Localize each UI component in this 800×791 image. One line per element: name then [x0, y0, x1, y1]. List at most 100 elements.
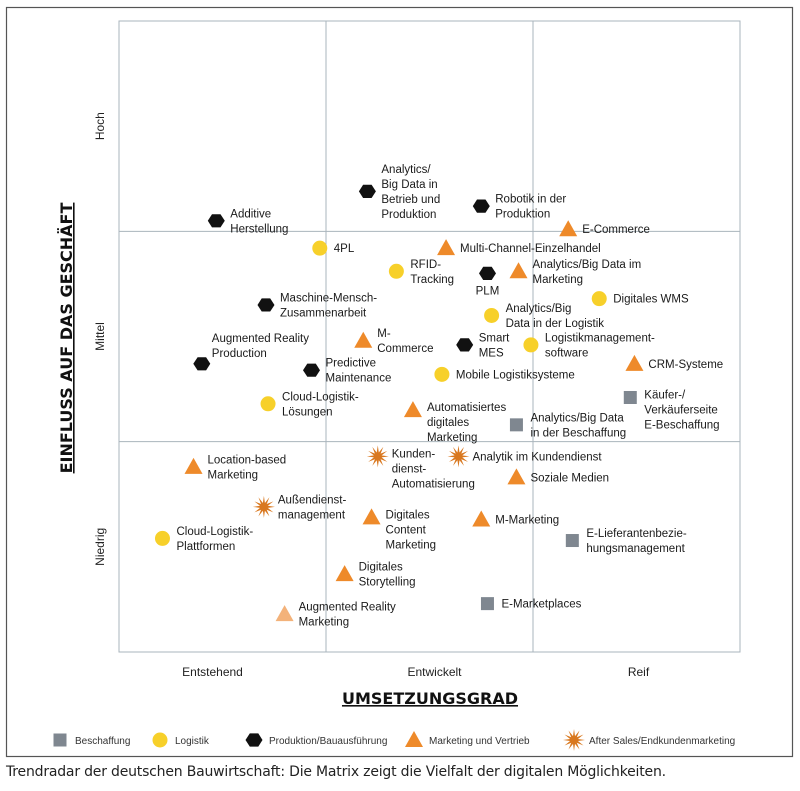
data-label: Mobile Logistiksysteme: [456, 369, 575, 381]
data-point-circle: [154, 530, 170, 546]
data-point-circle: [484, 307, 500, 323]
data-label-line: Mobile Logistiksysteme: [456, 369, 575, 381]
data-label: CRM-Systeme: [648, 359, 723, 371]
data-label: Predictive Maintenance: [326, 358, 392, 385]
data-label-line: Cloud-Logistik-: [282, 391, 359, 403]
data-label-line: Produktion: [495, 209, 550, 221]
data-label-line: Smart: [479, 332, 510, 344]
legend-label: After Sales/Endkundenmarketing: [589, 736, 735, 747]
data-label-line: Logistikmanagement-: [545, 332, 655, 344]
legend-hexagon-icon: [245, 733, 263, 747]
data-label-line: Kunden-: [392, 448, 436, 460]
series-marketing-und-vertrieb: E-Commerce Multi-Channel-Einzelhandel Anal…: [184, 220, 723, 629]
data-label-line: M-: [377, 328, 391, 340]
data-label: Additive Herstellung: [230, 208, 288, 235]
data-point-hexagon: [303, 363, 320, 377]
data-label-line: Robotik in der: [495, 194, 566, 206]
data-label: PLM: [476, 285, 500, 297]
data-point-triangle: [275, 605, 294, 622]
data-label-line: Location-based: [208, 454, 287, 466]
data-point-circle: [312, 240, 328, 256]
data-label-line: E-Beschaffung: [644, 419, 719, 431]
data-label: Automatisiertes digitales Marketing: [427, 402, 507, 444]
data-point-circle: [591, 291, 607, 307]
data-point-circle: [388, 263, 404, 279]
data-point-hexagon: [456, 338, 474, 352]
data-label-line: Big Data in: [381, 179, 437, 191]
data-label-line: RFID-: [410, 259, 441, 271]
data-point-square: [509, 418, 523, 432]
data-label: Robotik in der Produktion: [495, 194, 566, 221]
data-point-triangle: [625, 354, 644, 371]
data-label: Maschine-Mensch- Zusammenarbeit: [280, 292, 377, 319]
data-label-line: Maintenance: [326, 373, 392, 385]
data-label-line: Additive: [230, 208, 271, 220]
data-point-triangle: [509, 262, 528, 279]
data-point-circle: [434, 366, 450, 382]
data-point-triangle: [559, 220, 578, 237]
data-label: M- Commerce: [377, 328, 433, 355]
data-point-star: [447, 445, 470, 468]
y-tick-label: Niedrig: [93, 528, 107, 566]
data-label: Logistikmanagement-software: [545, 332, 655, 359]
data-label: Augmented Reality Marketing: [299, 602, 396, 629]
data-point-star: [366, 445, 389, 468]
data-label-line: Analytics/Big Data: [530, 412, 624, 424]
data-label-line: E-Commerce: [582, 224, 650, 236]
legend-square-icon: [53, 733, 67, 747]
series-logistik: 4PL RFID- Tracking Digitales WMS Analytics/B…: [154, 240, 689, 553]
data-point-triangle: [362, 508, 381, 525]
data-label-line: Analytik im Kundendienst: [472, 451, 602, 463]
legend-label: Marketing und Vertrieb: [429, 736, 530, 747]
data-label-line: PLM: [476, 285, 500, 297]
data-label-line: Data in der Logistik: [506, 318, 605, 330]
data-label-line: Zusammenarbeit: [280, 307, 367, 319]
data-label-line: Storytelling: [359, 577, 416, 589]
data-label-line: Tracking: [410, 274, 454, 286]
series-after-sales-endkundenmarketing: Kunden-dienst- Automatisierung Analytik im…: [252, 445, 602, 521]
data-point-hexagon: [479, 266, 496, 280]
x-tick-label: Entwickelt: [407, 665, 462, 679]
data-label-line: Digitales: [386, 509, 430, 521]
data-point-square: [565, 534, 579, 548]
x-tick-label: Reif: [628, 665, 650, 679]
data-point-hexagon: [358, 184, 376, 198]
legend-item: Marketing und Vertrieb: [405, 731, 530, 747]
data-label: M-Marketing: [495, 514, 559, 526]
caption: Trendradar der deutschen Bauwirtschaft: …: [6, 764, 666, 780]
data-label-line: Außendienst-: [278, 494, 347, 506]
data-label-line: 4PL: [334, 243, 355, 255]
y-tick-label: Mittel: [93, 322, 107, 351]
data-label-line: hungsmanagement: [586, 543, 685, 555]
legend: Beschaffung Logistik Produktion/Bauausführ…: [53, 729, 735, 751]
axis-ticks: Entstehend Entwickelt Reif Niedrig Mittel Hoc…: [93, 112, 650, 679]
data-label-line: MES: [479, 347, 504, 359]
data-label-line: management: [278, 509, 346, 521]
data-label-line: Automatisiertes: [427, 402, 507, 414]
data-label-line: dienst-: [392, 463, 427, 475]
legend-label: Beschaffung: [75, 736, 130, 747]
data-label: Augmented Reality Production: [212, 333, 309, 360]
data-label-line: Multi-Channel-Einzelhandel: [460, 243, 601, 255]
data-point-star: [252, 495, 275, 518]
data-label-line: E-Lieferantenbezie-: [586, 528, 687, 540]
data-label: Analytik im Kundendienst: [472, 451, 602, 463]
data-label-line: in der Beschaffung: [530, 427, 626, 439]
data-label-line: Soziale Medien: [530, 472, 609, 484]
data-point-circle: [523, 337, 539, 353]
plot-area: [118, 20, 741, 653]
legend-triangle-icon: [405, 731, 423, 747]
data-label-line: Käufer-/: [644, 389, 686, 401]
data-point-hexagon: [257, 298, 275, 312]
data-label-line: software: [545, 347, 588, 359]
data-label: Außendienst-management: [278, 494, 347, 521]
data-label-line: Marketing: [208, 469, 259, 481]
data-label: Digitales WMS: [613, 294, 689, 306]
data-label-line: CRM-Systeme: [648, 359, 723, 371]
data-label-line: Analytics/: [381, 164, 431, 176]
data-label: E-Lieferantenbezie-hungsmanagement: [586, 528, 687, 555]
legend-item: Beschaffung: [53, 733, 130, 747]
data-label-line: Augmented Reality: [212, 333, 309, 345]
data-label-line: Augmented Reality: [299, 602, 396, 614]
